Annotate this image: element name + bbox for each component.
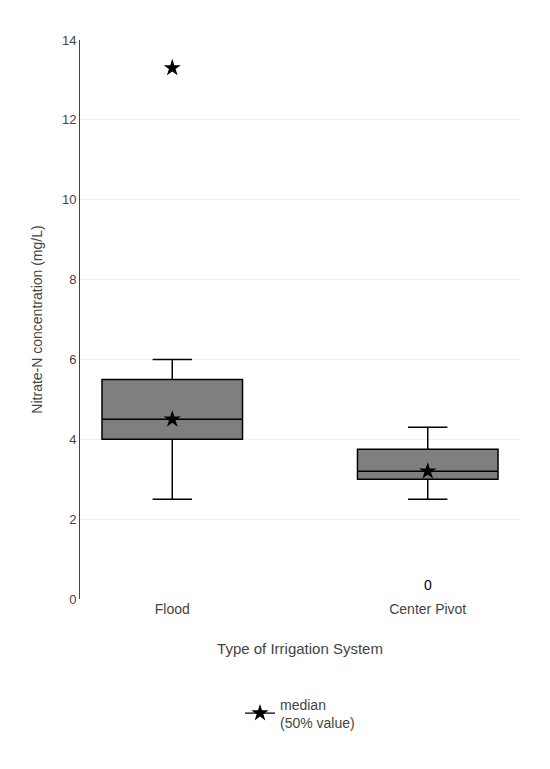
svg-text:0: 0 [424,577,432,593]
svg-text:2: 2 [69,512,76,527]
svg-text:median(50% value): median(50% value) [280,697,355,731]
svg-text:14: 14 [62,33,76,48]
svg-text:Nitrate-N concentration (mg/L): Nitrate-N concentration (mg/L) [29,225,45,413]
svg-text:Center Pivot: Center Pivot [389,601,466,617]
svg-text:10: 10 [62,192,76,207]
svg-text:Flood: Flood [155,601,190,617]
svg-text:0: 0 [69,592,76,607]
svg-text:Type of Irrigation System: Type of Irrigation System [217,640,383,657]
svg-text:6: 6 [69,352,76,367]
svg-text:4: 4 [69,432,76,447]
svg-text:12: 12 [62,112,76,127]
svg-text:8: 8 [69,272,76,287]
